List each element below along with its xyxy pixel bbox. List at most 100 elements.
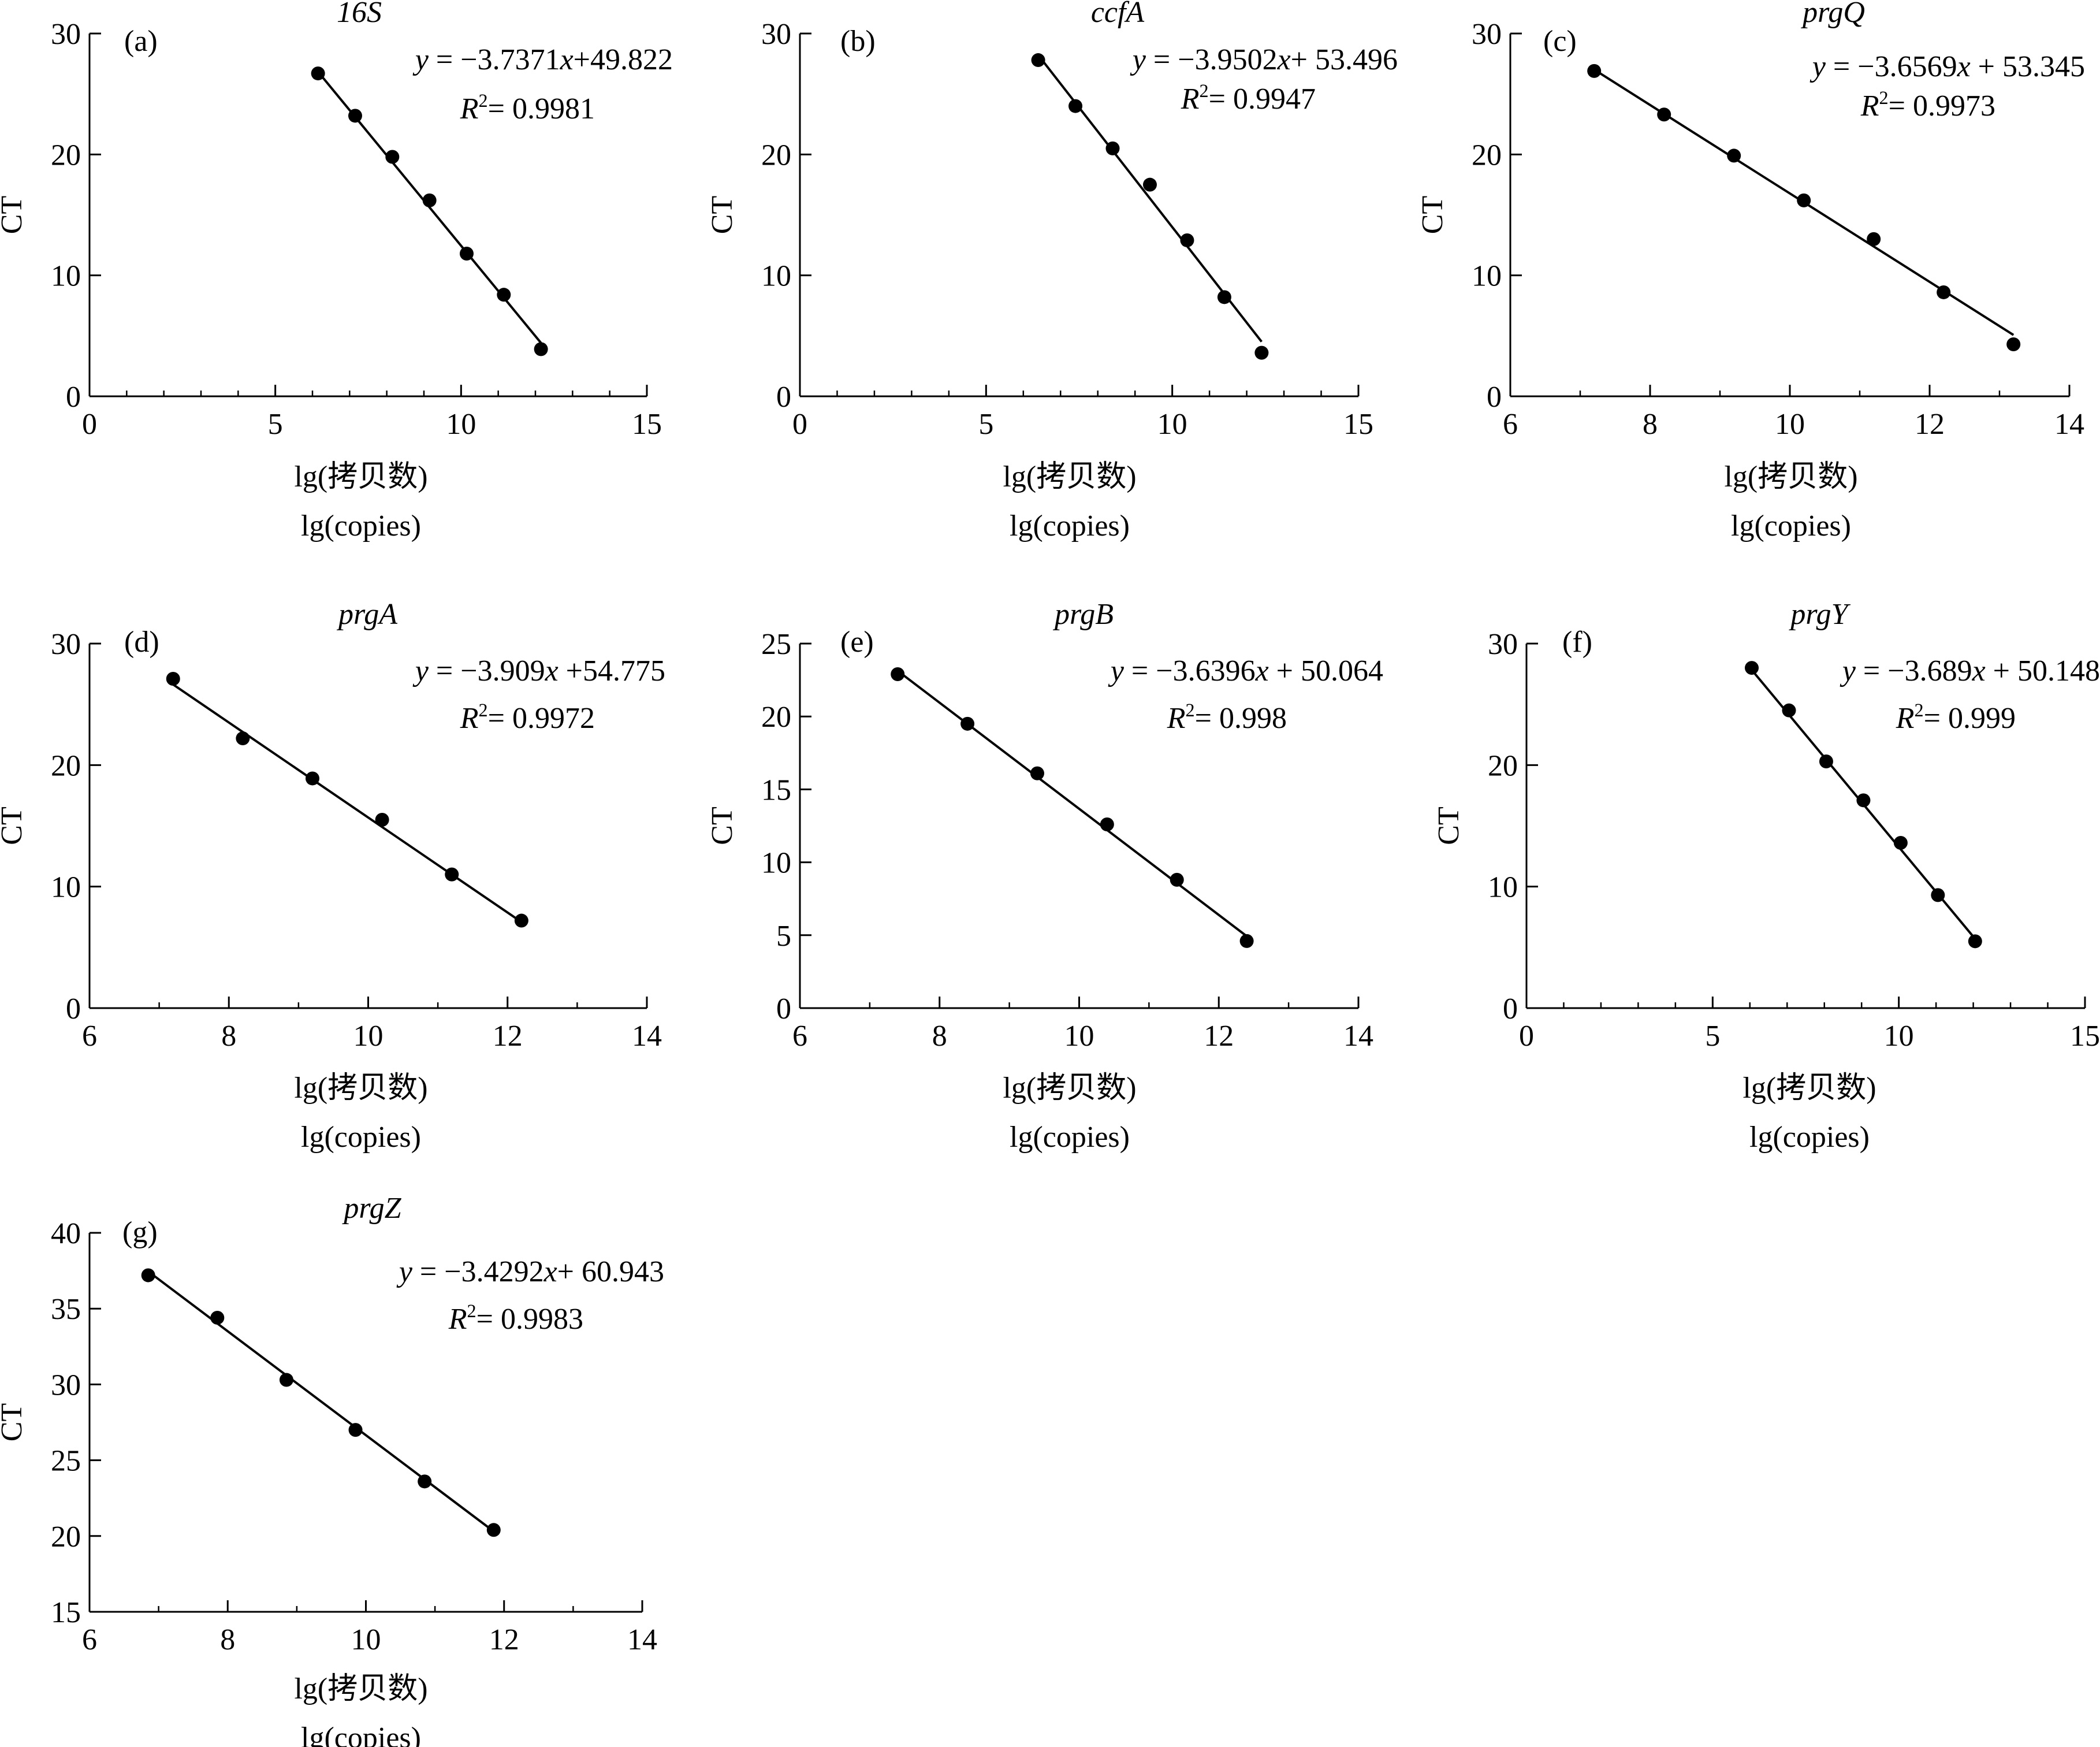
data-point — [1587, 64, 1602, 78]
x-tick-label: 0 — [792, 408, 807, 441]
y-tick-label: 20 — [1488, 749, 1518, 782]
equation-x: x — [1972, 655, 1986, 687]
equation-slope: = −3.7371 — [429, 43, 560, 76]
r-superscript: 2 — [479, 90, 488, 111]
chart-title: prgY — [1788, 598, 1850, 631]
equation-slope: = −3.4292 — [412, 1255, 544, 1288]
x-axis-label-cn: lg(拷贝数) — [294, 460, 427, 493]
y-tick-label: 10 — [1488, 871, 1518, 904]
y-axis-label: CT — [0, 806, 28, 845]
data-point — [375, 812, 389, 827]
r-symbol: R — [1167, 702, 1186, 735]
x-tick-label: 5 — [978, 408, 993, 441]
data-point — [236, 731, 250, 746]
chart-panel-a: 0 5 10 15 0 10 20 30 CT lg(拷贝数) lg(copies) (a) 16S y … — [0, 0, 673, 542]
x-tick-label: 15 — [632, 408, 662, 441]
y-axis-label: CT — [1416, 196, 1449, 234]
x-tick-label: 6 — [1503, 408, 1518, 441]
r-value: = 0.9973 — [1889, 90, 1995, 122]
x-tick-label: 10 — [1064, 1020, 1094, 1053]
x-tick-label: 14 — [1343, 1020, 1373, 1053]
data-point — [1030, 766, 1044, 780]
r-symbol: R — [1181, 83, 1200, 116]
data-point — [960, 716, 975, 731]
data-point — [486, 1523, 501, 1537]
x-tick-label: 12 — [489, 1623, 519, 1656]
x-axis-label-cn: lg(拷贝数) — [1003, 460, 1136, 493]
y-tick-label: 10 — [51, 871, 81, 904]
r-superscript: 2 — [479, 700, 488, 720]
chart-title: prgA — [336, 598, 397, 631]
r-symbol: R — [1896, 702, 1915, 735]
data-point — [1170, 872, 1184, 887]
y-tick-label: 30 — [1472, 18, 1502, 51]
r-symbol: R — [460, 92, 479, 125]
data-point — [1856, 793, 1871, 808]
data-point — [1239, 934, 1254, 948]
fit-line — [147, 1270, 495, 1533]
panel-label: (a) — [124, 25, 158, 58]
x-tick-label: 0 — [1519, 1020, 1534, 1053]
r-superscript: 2 — [1200, 80, 1209, 101]
y-tick-label: 20 — [51, 1521, 81, 1553]
y-tick-label: 15 — [761, 774, 791, 806]
data-point — [1819, 754, 1833, 769]
x-tick-label: 10 — [351, 1623, 381, 1656]
x-tick-label: 15 — [1343, 408, 1373, 441]
data-point — [348, 109, 362, 123]
data-point — [1867, 232, 1881, 246]
data-point — [1893, 835, 1908, 850]
regression-equation: y = −3.9502x+ 53.496 — [1130, 43, 1398, 76]
data-point — [1727, 148, 1741, 163]
r-superscript: 2 — [1915, 700, 1924, 720]
data-point — [166, 671, 180, 686]
y-tick-label: 25 — [51, 1445, 81, 1478]
chart-panel-d: 6 8 10 12 14 0 10 20 30 CT lg(拷贝数) lg(copies) (d) prg… — [0, 598, 665, 1154]
equation-x: x — [1277, 43, 1291, 76]
y-tick-label: 20 — [761, 701, 791, 734]
r-squared: R2= 0.9973 — [1860, 87, 1995, 122]
data-point — [459, 246, 474, 261]
x-axis-label-en: lg(copies) — [301, 1121, 421, 1154]
regression-equation: y = −3.6396x + 50.064 — [1108, 655, 1383, 687]
equation-y: y — [1108, 655, 1125, 687]
chart-panel-g: 6 8 10 12 14 15 20 25 30 35 40 CT lg(拷贝数) lg(copies) (… — [0, 1192, 664, 1747]
y-tick-label: 0 — [776, 381, 791, 414]
panel-label: (b) — [840, 25, 876, 58]
r-squared: R2= 0.9947 — [1181, 80, 1316, 116]
equation-y: y — [1840, 655, 1856, 687]
y-axis-label: CT — [1432, 806, 1465, 845]
chart-title: prgQ — [1800, 0, 1865, 29]
x-tick-label: 6 — [82, 1623, 97, 1656]
x-tick-label: 10 — [1775, 408, 1805, 441]
x-axis-label-cn: lg(拷贝数) — [294, 1072, 427, 1105]
r-squared: R2= 0.9983 — [448, 1300, 583, 1336]
data-point — [1031, 53, 1045, 68]
chart-panel-f: 0 5 10 15 0 10 20 30 CT lg(拷贝数) lg(copies) (f) prgY y… — [1432, 598, 2100, 1154]
equation-intercept: + 53.496 — [1291, 43, 1398, 76]
data-point — [1254, 345, 1269, 360]
data-point — [2006, 337, 2021, 351]
x-axis-label-cn: lg(拷贝数) — [1742, 1072, 1876, 1105]
r-superscript: 2 — [1879, 87, 1889, 108]
equation-x: x — [560, 43, 574, 76]
y-tick-label: 20 — [51, 749, 81, 782]
y-tick-label: 20 — [1472, 139, 1502, 172]
fit-line — [172, 683, 523, 923]
y-tick-label: 0 — [776, 993, 791, 1025]
panel-label: (g) — [122, 1216, 158, 1249]
regression-equation: y = −3.7371x+49.822 — [412, 43, 673, 76]
r-value: = 0.9972 — [488, 702, 595, 735]
equation-intercept: + 60.943 — [557, 1255, 664, 1288]
equation-x: x — [545, 655, 558, 687]
equation-x: x — [543, 1255, 557, 1288]
panel-label: (d) — [124, 626, 159, 659]
y-tick-label: 25 — [761, 628, 791, 661]
y-axis-label: CT — [0, 196, 28, 234]
x-axis-label-cn: lg(拷贝数) — [1003, 1072, 1136, 1105]
y-tick-label: 15 — [51, 1596, 81, 1629]
x-tick-label: 0 — [82, 408, 97, 441]
equation-y: y — [396, 1255, 413, 1288]
y-tick-label: 10 — [1472, 260, 1502, 293]
x-tick-label: 12 — [1915, 408, 1945, 441]
